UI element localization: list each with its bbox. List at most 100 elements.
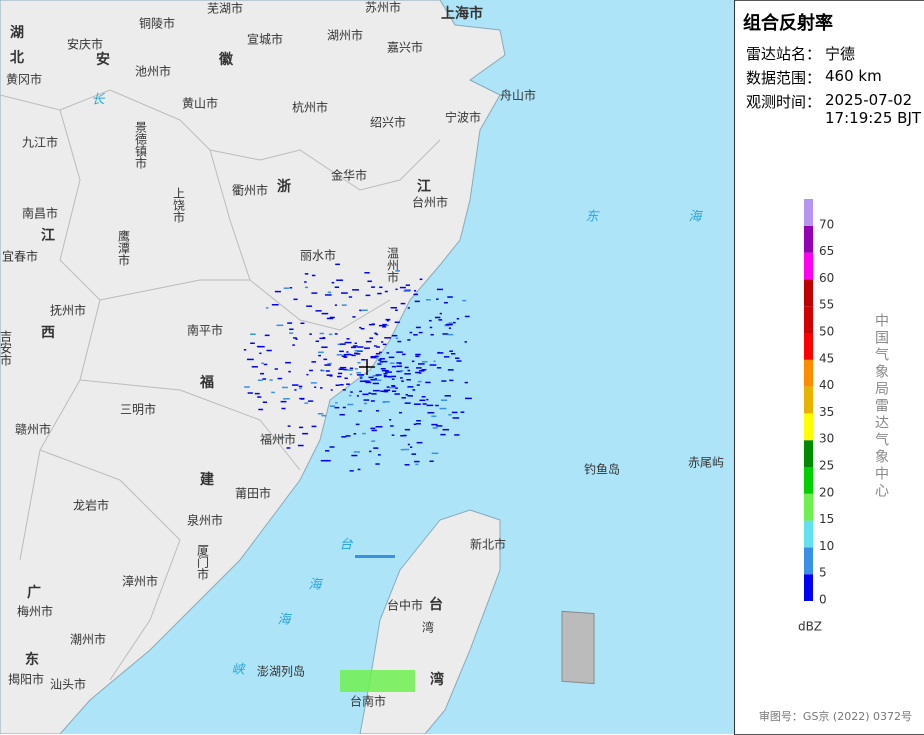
echo-cell	[368, 450, 372, 453]
echo-cell	[353, 451, 361, 453]
echo-cell	[429, 326, 433, 329]
echo-cell	[349, 373, 353, 376]
echo-cell	[280, 400, 287, 403]
echo-cell	[352, 289, 360, 291]
echo-cell	[262, 401, 268, 403]
map-label: 福	[199, 374, 214, 391]
echo-cell	[276, 324, 284, 327]
echo-cell	[396, 370, 402, 373]
echo-cell	[346, 383, 350, 385]
legend-tick-label: 40	[819, 378, 834, 392]
echo-cell	[326, 317, 334, 320]
echo-cell	[357, 468, 361, 471]
echo-cell	[359, 309, 363, 312]
echo-cell	[438, 319, 443, 321]
echo-cell	[449, 350, 453, 352]
map-label: 澎湖列岛	[257, 664, 305, 679]
echo-cell	[344, 341, 352, 344]
echo-cell	[390, 306, 398, 309]
echo-cell	[407, 369, 411, 372]
echo-cell	[385, 324, 389, 327]
echo-cell	[370, 400, 375, 402]
echo-cell	[364, 272, 370, 274]
echo-cell	[360, 327, 365, 330]
echo-cell	[391, 334, 398, 337]
echo-cell	[329, 316, 335, 319]
echo-cell	[419, 399, 426, 402]
echo-cell	[404, 428, 411, 431]
echo-cell	[389, 419, 392, 421]
echo-cell	[449, 379, 454, 382]
echo-cell	[421, 368, 427, 371]
map-label: 南平市	[187, 323, 223, 338]
map-label: 建	[200, 471, 214, 488]
echo-cell	[311, 274, 316, 277]
echo-cell	[416, 384, 420, 386]
echo-cell	[360, 377, 363, 379]
echo-cell	[383, 374, 387, 377]
echo-cell	[341, 355, 347, 357]
echo-cell	[409, 331, 413, 334]
echo-cell	[394, 321, 400, 324]
echo-cell	[368, 323, 375, 326]
echo-cell	[346, 351, 349, 353]
echo-cell	[319, 332, 324, 335]
echo-cell	[412, 389, 416, 391]
echo-cell	[343, 356, 348, 358]
echo-cell	[399, 286, 406, 289]
echo-cell	[441, 380, 447, 382]
echo-cell	[407, 395, 414, 397]
echo-cell	[264, 334, 270, 337]
echo-cell	[243, 349, 247, 351]
echo-cell	[386, 386, 390, 388]
borders	[0, 89, 441, 681]
echo-cell	[327, 362, 330, 365]
echo-cell	[341, 436, 347, 438]
map-label: 杭州市	[292, 100, 328, 115]
echo-cell	[371, 440, 376, 442]
echo-cell	[365, 340, 372, 343]
echo-cell	[336, 354, 343, 356]
radar-echo	[243, 263, 472, 692]
echo-cell	[355, 423, 360, 426]
echo-cell	[278, 436, 285, 439]
echo-cell	[299, 387, 302, 390]
echo-cell	[354, 368, 358, 370]
echo-cell	[427, 411, 435, 414]
map-label: 赣州市	[15, 422, 51, 437]
echo-cell	[400, 377, 403, 379]
echo-cell	[289, 287, 293, 289]
echo-cell	[318, 351, 324, 354]
echo-cell	[342, 406, 346, 409]
echo-cell	[400, 448, 404, 451]
echo-cell	[259, 352, 262, 355]
legend-swatch	[804, 359, 813, 387]
echo-cell	[436, 425, 443, 427]
echo-cell	[411, 453, 417, 455]
echo-cell	[391, 365, 397, 368]
map-label: 峡	[231, 663, 246, 678]
echo-cell	[401, 434, 406, 437]
echo-cell	[357, 346, 364, 348]
echo-cell	[448, 327, 452, 329]
echo-cell	[397, 340, 402, 343]
echo-cell	[415, 371, 421, 374]
echo-cell	[271, 303, 279, 306]
map-label: 上海市	[441, 5, 483, 22]
radar-site	[359, 359, 375, 375]
echo-cell	[383, 389, 391, 392]
echo-cell	[443, 301, 448, 304]
echo-cell	[329, 362, 332, 365]
echo-cell	[300, 322, 305, 325]
echo-cell	[331, 281, 335, 284]
panel-title: 组合反射率	[743, 13, 833, 34]
echo-cell	[378, 359, 382, 361]
map-label: 嘉兴市	[387, 40, 423, 55]
map-label: 鹰潭市	[117, 229, 131, 266]
echo-cell	[359, 380, 366, 383]
echo-cell	[343, 353, 350, 356]
echo-cell	[379, 351, 382, 354]
echo-cell	[395, 387, 398, 389]
echo-cell	[329, 375, 333, 377]
legend: 0 5 10 15 20 25 30 35 40 45 50 55 60 65 70 dBZ	[798, 199, 834, 634]
